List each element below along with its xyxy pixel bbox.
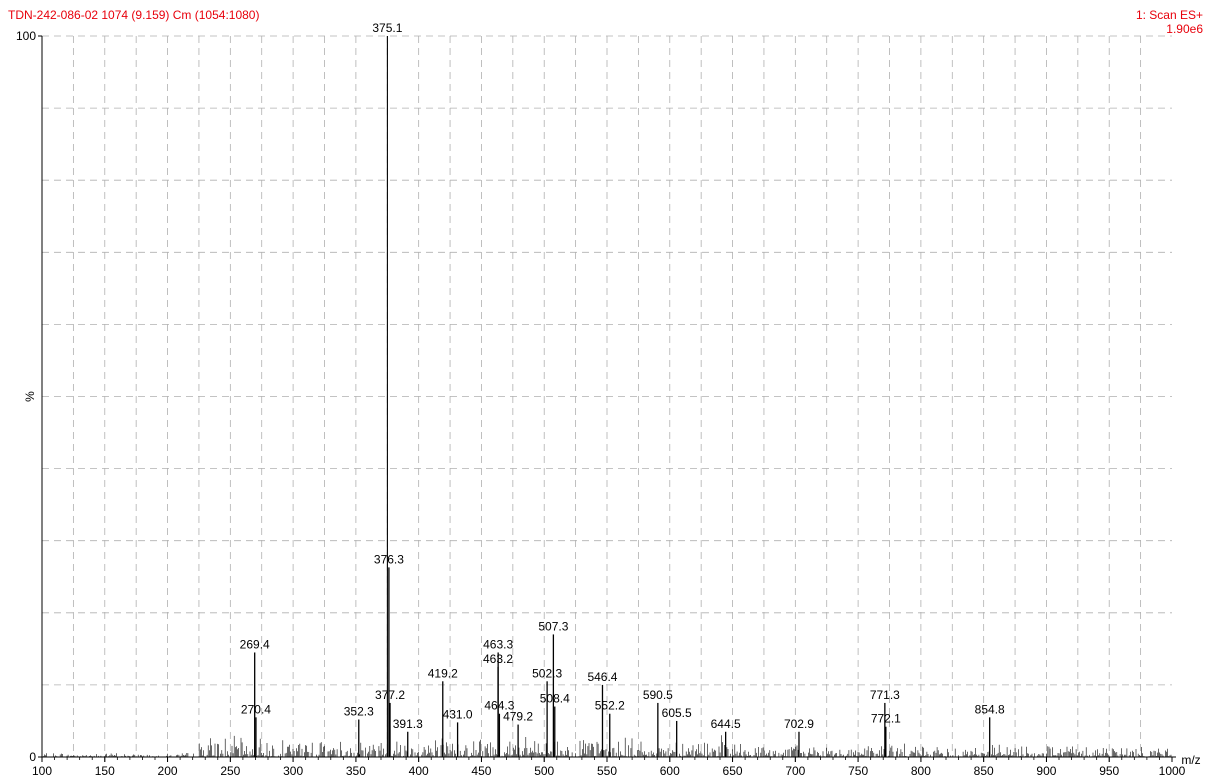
x-tick-label: 550 bbox=[597, 764, 617, 778]
x-tick-label: 250 bbox=[220, 764, 240, 778]
y-tick-label-100: 100 bbox=[16, 29, 36, 43]
x-axis-label: m/z bbox=[1181, 753, 1200, 767]
scan-mode-label: 1: Scan ES+ bbox=[1135, 8, 1203, 22]
peak-label-552.2: 552.2 bbox=[595, 699, 625, 713]
x-tick-label: 400 bbox=[409, 764, 429, 778]
x-tick-label: 200 bbox=[158, 764, 178, 778]
peak-series bbox=[254, 36, 991, 757]
y-axis-label: % bbox=[23, 391, 37, 402]
peak-label-479.2: 479.2 bbox=[503, 710, 533, 724]
x-tick-label: 450 bbox=[471, 764, 491, 778]
peak-label-507.3: 507.3 bbox=[538, 619, 568, 633]
x-tick-label: 950 bbox=[1099, 764, 1119, 778]
peak-label-464.3: 464.3 bbox=[484, 699, 514, 713]
x-tick-label: 1000 bbox=[1159, 764, 1186, 778]
x-tick-label: 900 bbox=[1036, 764, 1056, 778]
spectrum-title: TDN-242-086-02 1074 (9.159) Cm (1054:108… bbox=[8, 8, 260, 22]
peak-label-771.3: 771.3 bbox=[870, 688, 900, 702]
x-tick-label: 850 bbox=[974, 764, 994, 778]
peak-label-377.2: 377.2 bbox=[375, 688, 405, 702]
x-tick-label: 650 bbox=[723, 764, 743, 778]
peak-label-431.0: 431.0 bbox=[443, 707, 473, 721]
y-tick-label-0: 0 bbox=[29, 750, 36, 764]
x-tick-label: 500 bbox=[534, 764, 554, 778]
grid-lines bbox=[42, 35, 1172, 757]
peak-label-605.5: 605.5 bbox=[662, 706, 692, 720]
peak-label-419.2: 419.2 bbox=[428, 666, 458, 680]
peak-label-352.3: 352.3 bbox=[344, 705, 374, 719]
x-tick-label: 150 bbox=[95, 764, 115, 778]
x-tick-label: 700 bbox=[785, 764, 805, 778]
peak-label-590.5: 590.5 bbox=[643, 688, 673, 702]
peak-label-854.8: 854.8 bbox=[975, 702, 1005, 716]
peak-label-375.1: 375.1 bbox=[372, 21, 402, 35]
x-tick-label: 600 bbox=[660, 764, 680, 778]
x-tick-label: 350 bbox=[346, 764, 366, 778]
peak-label-772.1: 772.1 bbox=[871, 712, 901, 726]
x-tick-label: 300 bbox=[283, 764, 303, 778]
peak-label-376.3: 376.3 bbox=[374, 552, 404, 566]
peak-label-644.5: 644.5 bbox=[711, 717, 741, 731]
peak-label-269.4: 269.4 bbox=[240, 637, 270, 651]
peak-label-391.3: 391.3 bbox=[393, 717, 423, 731]
peak-label-702.9: 702.9 bbox=[784, 717, 814, 731]
peak-label-463.3: 463.3 bbox=[483, 637, 513, 651]
x-tick-label: 100 bbox=[32, 764, 52, 778]
x-tick-label: 800 bbox=[911, 764, 931, 778]
peak-label-546.4: 546.4 bbox=[587, 670, 617, 684]
peak-label-270.4: 270.4 bbox=[241, 702, 271, 716]
peak-labels: 269.4 270.4 352.3 375.1 376.3 377.2 391.3 419.2… bbox=[240, 21, 1005, 731]
base-intensity-label: 1.90e6 bbox=[1166, 22, 1203, 36]
axes: 100 150 200 250 300 350 400 450 500 550 600 650 700 7… bbox=[16, 29, 1201, 778]
x-tick-label: 750 bbox=[848, 764, 868, 778]
peak-label-508.4: 508.4 bbox=[540, 692, 570, 706]
peak-label-463.2: 463.2 bbox=[483, 652, 513, 666]
peak-label-502.3: 502.3 bbox=[532, 666, 562, 680]
